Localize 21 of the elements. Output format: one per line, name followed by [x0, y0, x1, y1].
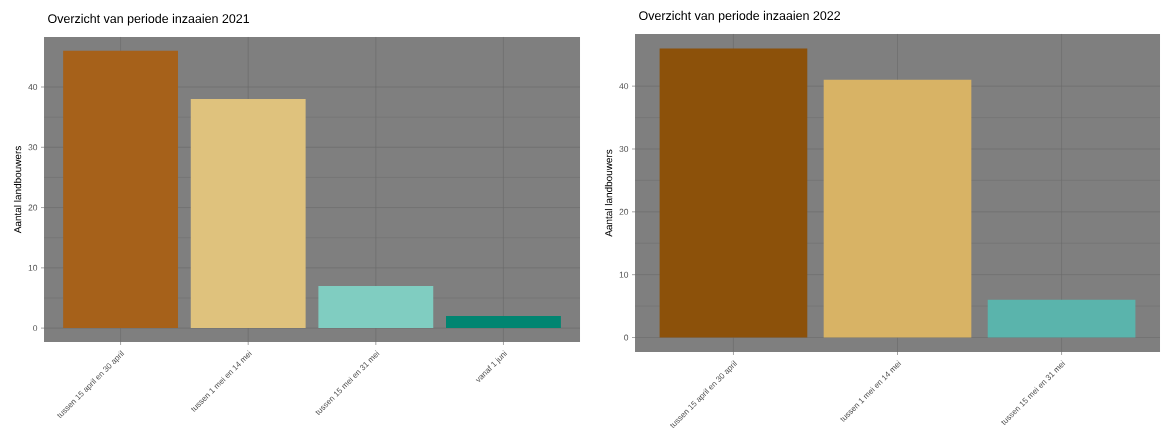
bar — [318, 285, 434, 329]
bar — [446, 316, 561, 329]
chart-title: Overzicht van periode inzaaien 2021 — [48, 13, 250, 26]
y-tick-label: 20 — [619, 208, 629, 215]
bar — [659, 48, 808, 338]
bar — [190, 99, 306, 329]
y-tick-label: 40 — [619, 83, 629, 90]
y-tick-label: 40 — [28, 84, 38, 91]
bar — [63, 50, 179, 329]
chart-title: Overzicht van periode inzaaien 2022 — [639, 10, 841, 23]
y-tick-label: 10 — [28, 264, 38, 271]
y-axis-title: Aantal landbouwers — [13, 146, 22, 234]
y-tick-label: 0 — [33, 325, 38, 332]
bar — [987, 299, 1136, 338]
y-tick-label: 30 — [619, 146, 629, 152]
y-axis-title: Aantal landbouwers — [604, 149, 613, 237]
y-tick-label: 10 — [619, 271, 629, 278]
bar — [823, 79, 972, 338]
y-tick-label: 0 — [624, 334, 629, 341]
y-tick-label: 20 — [28, 204, 38, 211]
y-tick-label: 30 — [28, 144, 38, 151]
